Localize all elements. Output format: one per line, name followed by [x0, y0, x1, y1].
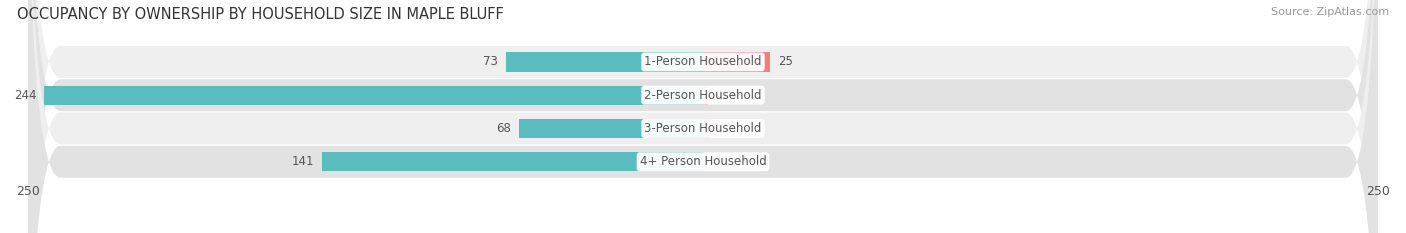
Text: 1-Person Household: 1-Person Household	[644, 55, 762, 69]
FancyBboxPatch shape	[28, 0, 1378, 233]
Text: 3: 3	[720, 122, 727, 135]
FancyBboxPatch shape	[28, 0, 1378, 233]
Bar	[519, 119, 703, 138]
Text: Source: ZipAtlas.com: Source: ZipAtlas.com	[1271, 7, 1389, 17]
FancyBboxPatch shape	[28, 0, 1378, 233]
Text: 25: 25	[779, 55, 793, 69]
Text: 2: 2	[717, 89, 724, 102]
Text: 141: 141	[292, 155, 315, 168]
Bar	[322, 152, 703, 171]
Text: 3-Person Household: 3-Person Household	[644, 122, 762, 135]
Bar	[703, 52, 770, 72]
Text: 4+ Person Household: 4+ Person Household	[640, 155, 766, 168]
Bar	[45, 86, 703, 105]
Bar	[506, 52, 703, 72]
Text: 244: 244	[14, 89, 37, 102]
Text: 2-Person Household: 2-Person Household	[644, 89, 762, 102]
Text: 73: 73	[484, 55, 498, 69]
Bar	[703, 86, 709, 105]
Text: 0: 0	[711, 155, 718, 168]
Bar	[703, 119, 711, 138]
Text: OCCUPANCY BY OWNERSHIP BY HOUSEHOLD SIZE IN MAPLE BLUFF: OCCUPANCY BY OWNERSHIP BY HOUSEHOLD SIZE…	[17, 7, 503, 22]
FancyBboxPatch shape	[28, 0, 1378, 233]
Text: 68: 68	[496, 122, 512, 135]
